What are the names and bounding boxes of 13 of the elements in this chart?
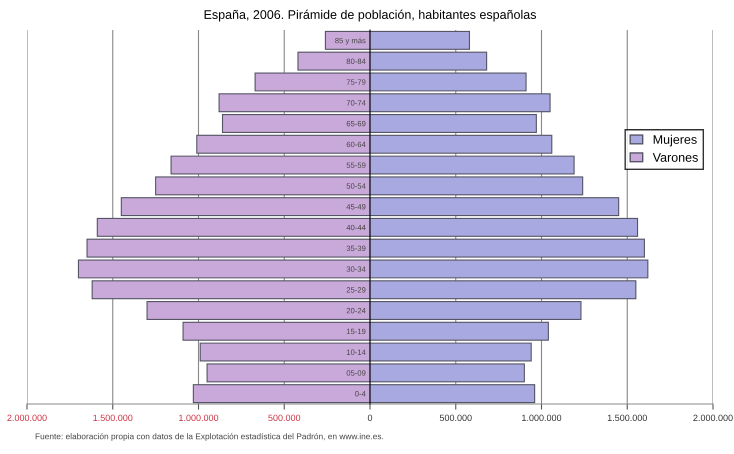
chart-title: España, 2006. Pirámide de población, habitantes españolas: [204, 10, 536, 22]
x-tick-label: 1.000.000: [179, 414, 218, 422]
source-note: Fuente: elaboración propia con datos de la Explotación estadística del Padrón, en www.ine.es.: [36, 433, 384, 441]
legend-label: Mujeres: [654, 134, 697, 146]
legend-label: Varones: [652, 153, 698, 162]
x-tick-label: 1.500.000: [93, 414, 132, 422]
x-tick-label: 500.000: [268, 414, 300, 422]
x-tick-label: 2.000.000: [7, 414, 47, 422]
x-tick-label: 0: [368, 414, 372, 422]
x-tick-label: 500.000: [440, 414, 472, 422]
x-tick-label: 2.000.000: [693, 414, 733, 422]
x-tick-label: 1.000.000: [522, 414, 562, 422]
x-tick-label: 1.500.000: [608, 414, 647, 422]
